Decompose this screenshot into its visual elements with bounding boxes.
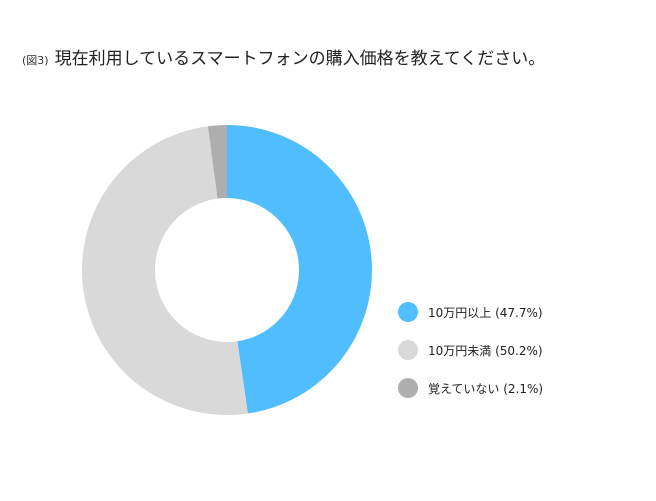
- donut-slice-under-100k: [81, 126, 248, 416]
- legend-label-under-100k: 10万円未満 (50.2%): [428, 343, 543, 358]
- donut-slice-dont-remember: [207, 125, 227, 199]
- chart-title: 現在利用しているスマートフォンの購入価格を教えてください。: [54, 49, 546, 69]
- legend-item-over-100k: 10万円以上 (47.7%): [398, 300, 543, 324]
- legend-label-dont-remember: 覚えていない (2.1%): [428, 381, 544, 396]
- chart-title-row: (図3) 現在利用しているスマートフォンの購入価格を教えてください。: [22, 44, 545, 74]
- legend-swatch-dont-remember: [398, 378, 418, 398]
- figure-label: (図3): [22, 54, 49, 67]
- legend-swatch-over-100k: [398, 302, 418, 322]
- legend-item-dont-remember: 覚えていない (2.1%): [398, 376, 543, 400]
- legend-label-over-100k: 10万円以上 (47.7%): [428, 305, 543, 320]
- legend-swatch-under-100k: [398, 340, 418, 360]
- legend-item-under-100k: 10万円未満 (50.2%): [398, 338, 543, 362]
- donut-slice-over-100k: [227, 125, 372, 414]
- chart-legend: 10万円以上 (47.7%) 10万円未満 (50.2%) 覚えていない (2.…: [398, 300, 543, 414]
